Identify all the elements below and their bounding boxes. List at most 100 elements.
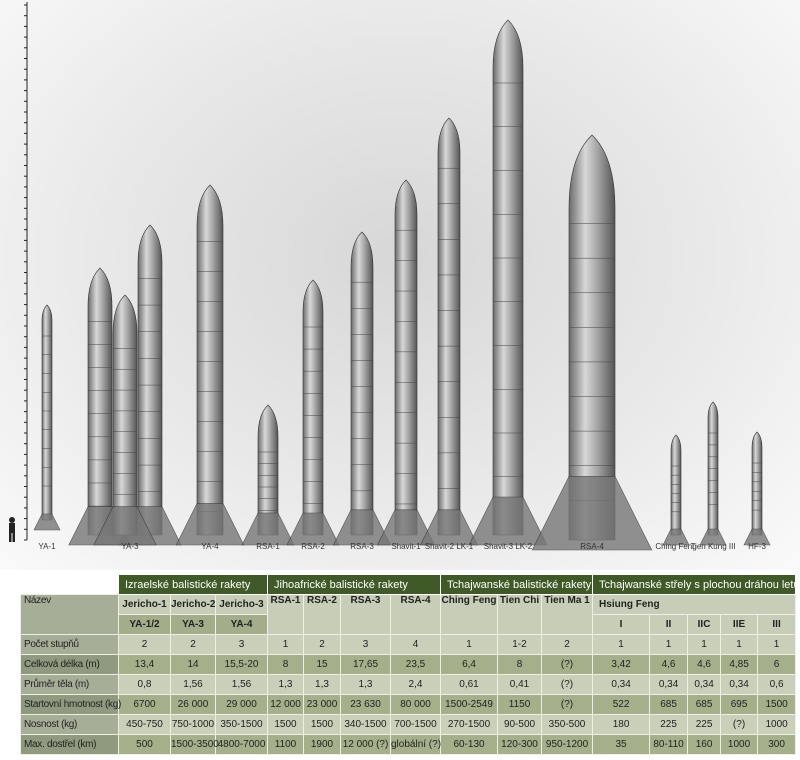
table-cell: 0,61 — [440, 674, 499, 695]
col-hsiung-feng: Hsiung Feng — [592, 594, 797, 615]
table-cell: 1,56 — [215, 674, 268, 695]
rocket-fins — [531, 476, 653, 551]
rocket-body — [492, 19, 524, 536]
rocket-fins — [33, 513, 61, 531]
table-cell: 1100 — [267, 734, 304, 755]
rocket-label: Shavit-3 LK-2 — [483, 542, 533, 551]
rocket-fins — [175, 503, 245, 546]
table-cell: 1-2 — [497, 634, 543, 655]
rocket-fins — [241, 512, 295, 546]
table-row: Počet stupňů 2 2 3 1 2 3 4 1 1-2 2 1 1 1 1 1 — [20, 634, 797, 655]
rocket-label: YA-3 — [121, 542, 139, 551]
table-cell: 35 — [592, 734, 651, 755]
table-cell: 0,6 — [757, 674, 797, 695]
hf-variant: IIC — [687, 614, 722, 635]
table-cell: 300 — [757, 734, 797, 755]
rocket-body — [196, 184, 224, 536]
table-cell: 12 000 — [267, 694, 304, 715]
table-cell: (?) — [541, 674, 594, 695]
table-cell: globální (?) — [389, 734, 441, 755]
table-cell: 13,4 — [118, 654, 171, 675]
rocket-label: YA-4 — [201, 542, 219, 551]
table-cell: 685 — [687, 694, 722, 715]
table-cell: 4800-7000 — [215, 734, 268, 755]
table-cell: (?) — [720, 714, 759, 735]
table-cell: 750-1000 — [170, 714, 216, 735]
table-cell: (?) — [541, 694, 594, 715]
row-label: Nosnost (kg) — [20, 714, 119, 735]
table-cell: 60-130 — [440, 734, 499, 755]
table-cell: 3,42 — [592, 654, 651, 675]
hf-variant: II — [649, 614, 689, 635]
table-cell: 6 — [757, 654, 797, 675]
table-cell: 1 — [687, 634, 722, 655]
table-cell: 225 — [649, 714, 689, 735]
col-jericho-3: Jericho-3 — [215, 594, 268, 615]
table-cell: 14 — [170, 654, 216, 675]
table-cell: 4,6 — [687, 654, 722, 675]
table-cell: 6,4 — [440, 654, 499, 675]
table-row: Startovní hmotnost (kg) 6700 26 000 29 000 1… — [20, 694, 797, 715]
rocket-body — [670, 434, 682, 536]
table-cell: 2,4 — [389, 674, 442, 695]
rockets-drawing — [9, 2, 771, 551]
rocket-label: Shavit-1 — [391, 542, 421, 551]
table-cell: 15 — [303, 654, 341, 675]
col-rsa-4: RSA-4 — [389, 594, 442, 635]
rocket-label: RSA-1 — [256, 542, 280, 551]
table-cell: 1500 — [267, 714, 304, 735]
table-cell: 1150 — [497, 694, 543, 715]
table-cell: 3 — [340, 634, 391, 655]
table-cell: 80 000 — [389, 694, 442, 715]
table-cell: 0,34 — [720, 674, 759, 695]
rocket-label: RSA-2 — [301, 542, 325, 551]
group-taiwan-cruise: Tchajwanské střely s plochou dráhou letu — [592, 574, 800, 595]
table-cell: 180 — [592, 714, 651, 735]
rocket-body — [257, 404, 279, 536]
table-cell: 23 630 — [340, 694, 391, 715]
table-cell: 15,5-20 — [215, 654, 268, 675]
table-row: Průměr těla (m) 0,8 1,56 1,56 1,3 1,3 1,3 2,4 0,… — [20, 674, 797, 695]
alias: YA-3 — [170, 614, 216, 635]
rockets — [33, 19, 771, 551]
table-cell: 2 — [170, 634, 216, 655]
table-cell: 1,56 — [170, 674, 216, 695]
table-cell: 120-300 — [497, 734, 543, 755]
rocket-fins — [699, 528, 727, 546]
human-scale-figure-icon — [9, 517, 15, 542]
table-cell: 500 — [118, 734, 171, 755]
rocket-fins — [468, 496, 548, 546]
group-israel: Izraelské balistické rakety — [118, 574, 268, 595]
missile-specs-table: Izraelské balistické rakety Jihoafrické … — [20, 574, 800, 755]
rocket-body — [302, 279, 324, 536]
table-cell: 1500-2549 — [440, 694, 499, 715]
col-ching-feng: Ching Feng — [440, 594, 499, 635]
rocket-label: RSA-3 — [350, 542, 374, 551]
row-label: Počet stupňů — [20, 634, 119, 655]
alias: YA-1/2 — [118, 614, 171, 635]
table-cell: 1,3 — [303, 674, 341, 695]
table-cell: 12 000 (?) — [340, 734, 391, 755]
table-cell: 8 — [497, 654, 543, 675]
row-label: Max. dostřel (km) — [20, 734, 119, 755]
rocket-fins — [662, 528, 690, 546]
table-cell: 4,85 — [720, 654, 759, 675]
col-tien-chi: Tien Chi — [497, 594, 543, 635]
table-row: Nosnost (kg) 450-750 750-1000 350-1500 1500 1… — [20, 714, 797, 735]
table-cell: 0,34 — [687, 674, 722, 695]
alias: YA-4 — [215, 614, 268, 635]
group-south-africa: Jihoafrické balistické rakety — [266, 574, 442, 595]
rocket-body — [394, 179, 418, 536]
rocket-label: RSA-4 — [580, 542, 604, 551]
table-cell: 4,6 — [649, 654, 689, 675]
table-cell: 0,34 — [592, 674, 651, 695]
table-cell: 685 — [649, 694, 689, 715]
table-cell: 23,5 — [389, 654, 442, 675]
hf-variant: III — [757, 614, 797, 635]
rocket-fins — [286, 512, 340, 546]
table-cell: 450-750 — [118, 714, 171, 735]
rocket-body — [112, 294, 138, 536]
table-cell: 1 — [757, 634, 797, 655]
table-cell: 350-500 — [541, 714, 594, 735]
hf-variant: I — [592, 614, 651, 635]
